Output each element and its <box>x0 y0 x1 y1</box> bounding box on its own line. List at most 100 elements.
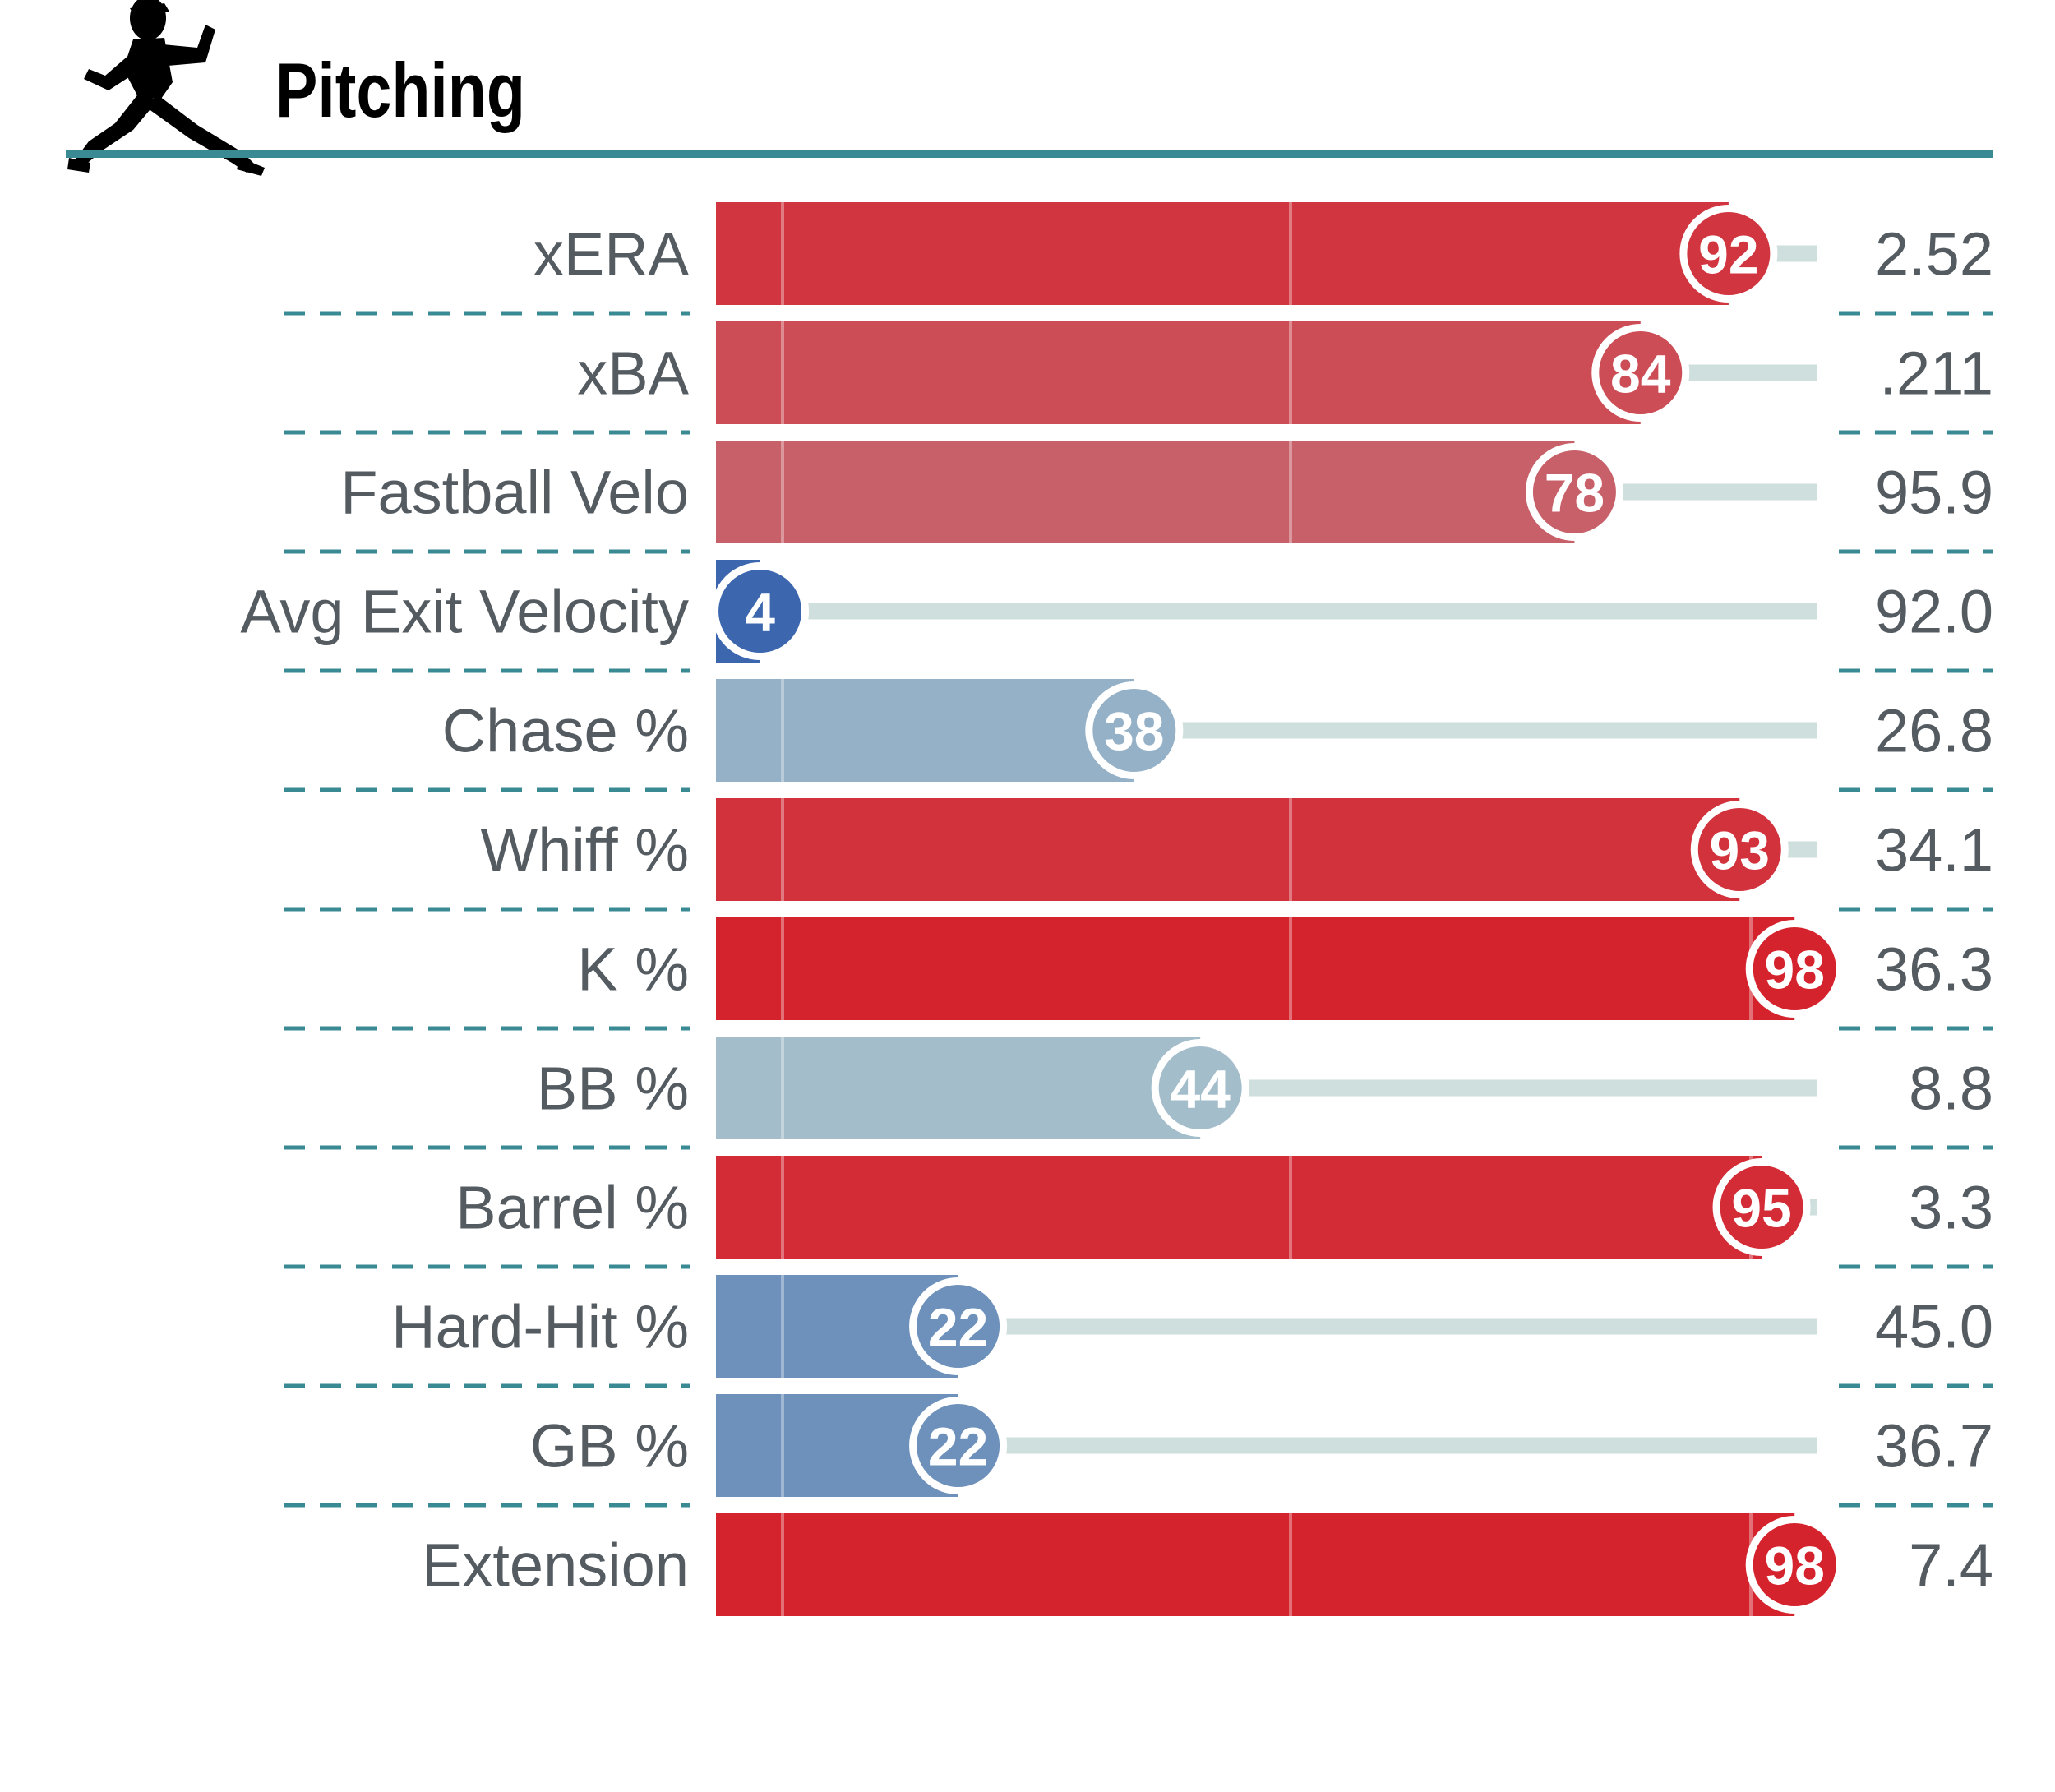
guide-line <box>1289 798 1292 901</box>
percentile-circle <box>1712 1158 1811 1256</box>
header-rule <box>66 150 1993 158</box>
guide-line <box>781 441 784 543</box>
metric-value: 92.0 <box>1875 578 1993 646</box>
chart-row: 38 Chase % 26.8 <box>284 679 1993 792</box>
percentile-bar <box>716 679 1134 782</box>
guide-line <box>781 679 784 782</box>
percentile-circle <box>1745 920 1844 1018</box>
guide-line <box>781 1394 784 1497</box>
percentile-label: 38 <box>1104 701 1164 762</box>
percentile-label: 4 <box>745 582 775 643</box>
chart-row: 98 Extension 7.4 <box>422 1513 1993 1616</box>
metric-label: K % <box>577 935 689 1004</box>
percentile-label: 44 <box>1170 1059 1231 1120</box>
percentile-label: 84 <box>1610 344 1671 404</box>
percentile-circle <box>909 1277 1008 1375</box>
chart-rows: 92 xERA 2.52 84 xBA .211 78 Fastball Velo 95.9 4A… <box>240 202 1993 1616</box>
guide-line <box>1289 1513 1292 1616</box>
percentile-label: 92 <box>1698 224 1758 285</box>
percentile-circle <box>1679 205 1778 303</box>
percentile-label: 22 <box>928 1297 988 1358</box>
percentile-bar <box>716 321 1641 424</box>
guide-line <box>1289 1156 1292 1259</box>
guide-line <box>781 1275 784 1378</box>
percentile-bar <box>716 1037 1201 1139</box>
chart-row: 92 xERA 2.52 <box>284 202 1993 316</box>
guide-line <box>1749 1275 1753 1378</box>
guide-line <box>1749 679 1753 782</box>
metric-label: Fastball Velo <box>340 459 689 527</box>
percentile-bar <box>716 798 1740 901</box>
chart-row: 84 xBA .211 <box>284 321 1993 435</box>
percentile-bar <box>716 202 1729 305</box>
chart-row: 44 BB % 8.8 <box>284 1037 1993 1150</box>
guide-line <box>1289 441 1292 543</box>
metric-value: 36.7 <box>1875 1412 1993 1480</box>
guide-line <box>781 798 784 901</box>
percentile-circle <box>1525 443 1623 541</box>
metric-label: BB % <box>537 1055 689 1123</box>
chart-row: 78 Fastball Velo 95.9 <box>284 441 1993 554</box>
percentile-bar <box>716 1513 1795 1616</box>
guide-line <box>781 202 784 305</box>
chart-row: 93 Whiff % 34.1 <box>284 798 1993 912</box>
guide-line <box>1749 1037 1753 1139</box>
metric-label: xERA <box>533 220 690 289</box>
guide-line <box>1289 202 1292 305</box>
metric-value: 26.8 <box>1875 697 1993 765</box>
guide-line <box>1749 321 1753 424</box>
metric-label: Barrel % <box>455 1174 689 1242</box>
percentile-circle <box>711 562 810 660</box>
percentile-label: 78 <box>1545 463 1605 524</box>
pitcher-silhouette-icon <box>67 0 265 176</box>
guide-line <box>1289 1037 1292 1139</box>
chart-row: 95 Barrel % 3.3 <box>284 1156 1993 1269</box>
percentile-circle <box>1690 801 1789 898</box>
guide-line <box>1289 1394 1292 1497</box>
metric-label: GB % <box>530 1412 689 1480</box>
metric-label: Whiff % <box>480 816 689 884</box>
percentile-label: 95 <box>1731 1178 1791 1239</box>
metric-label: Chase % <box>442 697 689 765</box>
metric-label: Extension <box>422 1531 689 1600</box>
guide-line <box>1289 321 1292 424</box>
percentile-label: 98 <box>1765 1536 1825 1596</box>
metric-value: 2.52 <box>1875 220 1993 289</box>
metric-label: xBA <box>577 339 689 408</box>
percentile-label: 98 <box>1765 940 1825 1000</box>
percentile-bar <box>716 441 1575 543</box>
percentile-bar <box>716 1156 1762 1259</box>
percentile-circle <box>1085 681 1184 779</box>
guide-line <box>781 1156 784 1259</box>
metric-value: 45.0 <box>1875 1293 1993 1361</box>
metric-value: .211 <box>1879 339 1993 408</box>
guide-line <box>781 1037 784 1139</box>
metric-value: 36.3 <box>1875 935 1993 1004</box>
metric-value: 7.4 <box>1909 1531 1993 1600</box>
guide-line <box>1289 560 1292 663</box>
metric-value: 8.8 <box>1909 1055 1993 1123</box>
metric-value: 3.3 <box>1909 1174 1993 1242</box>
percentile-label: 93 <box>1710 820 1770 881</box>
metric-value: 34.1 <box>1875 816 1993 884</box>
guide-line <box>1289 1275 1292 1378</box>
page-title: Pitching <box>275 48 525 134</box>
percentile-circle <box>909 1397 1008 1494</box>
chart-row: 4 Avg Exit Velocity 92.0 <box>240 560 1993 673</box>
guide-line <box>781 321 784 424</box>
chart-row: 98 K % 36.3 <box>284 917 1993 1031</box>
guide-line <box>1289 917 1292 1020</box>
guide-line <box>1749 560 1753 663</box>
metric-value: 95.9 <box>1875 459 1993 527</box>
percentile-circle <box>1591 324 1690 422</box>
metric-label: Avg Exit Velocity <box>240 578 689 646</box>
percentile-circle <box>1151 1039 1249 1137</box>
metric-label: Hard-Hit % <box>391 1293 689 1361</box>
percentile-label: 22 <box>928 1416 988 1477</box>
guide-line <box>1749 441 1753 543</box>
guide-line <box>781 1513 784 1616</box>
guide-line <box>1289 679 1292 782</box>
guide-line <box>781 917 784 1020</box>
